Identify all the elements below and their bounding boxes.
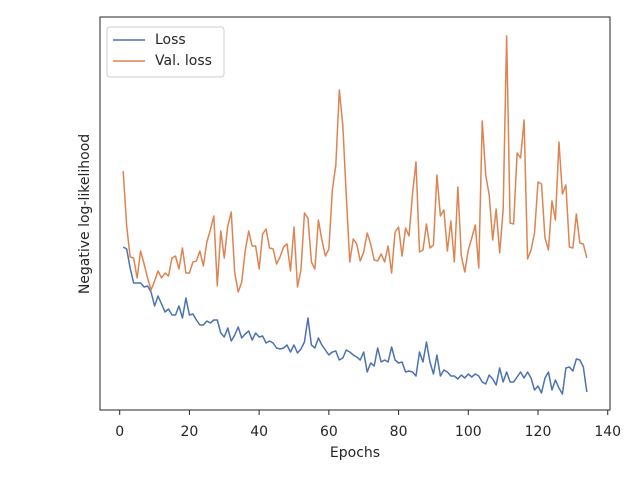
x-tick-label: 80 — [390, 424, 408, 440]
x-axis-label: Epochs — [330, 445, 380, 461]
x-tick-label: 40 — [250, 424, 268, 440]
y-axis-label: Negative log-likelihood — [77, 134, 93, 294]
legend-label: Val. loss — [155, 53, 212, 69]
plot-area — [122, 35, 588, 395]
plot-frame — [99, 16, 611, 411]
x-tick-label: 60 — [320, 424, 338, 440]
series-line — [122, 246, 588, 395]
legend-label: Loss — [155, 32, 186, 48]
series-line — [122, 35, 588, 293]
x-tick-label: 20 — [181, 424, 199, 440]
x-tick-label: 100 — [455, 424, 482, 440]
x-tick-label: 120 — [525, 424, 552, 440]
x-tick-label: 140 — [594, 424, 621, 440]
x-tick-label: 0 — [115, 424, 124, 440]
